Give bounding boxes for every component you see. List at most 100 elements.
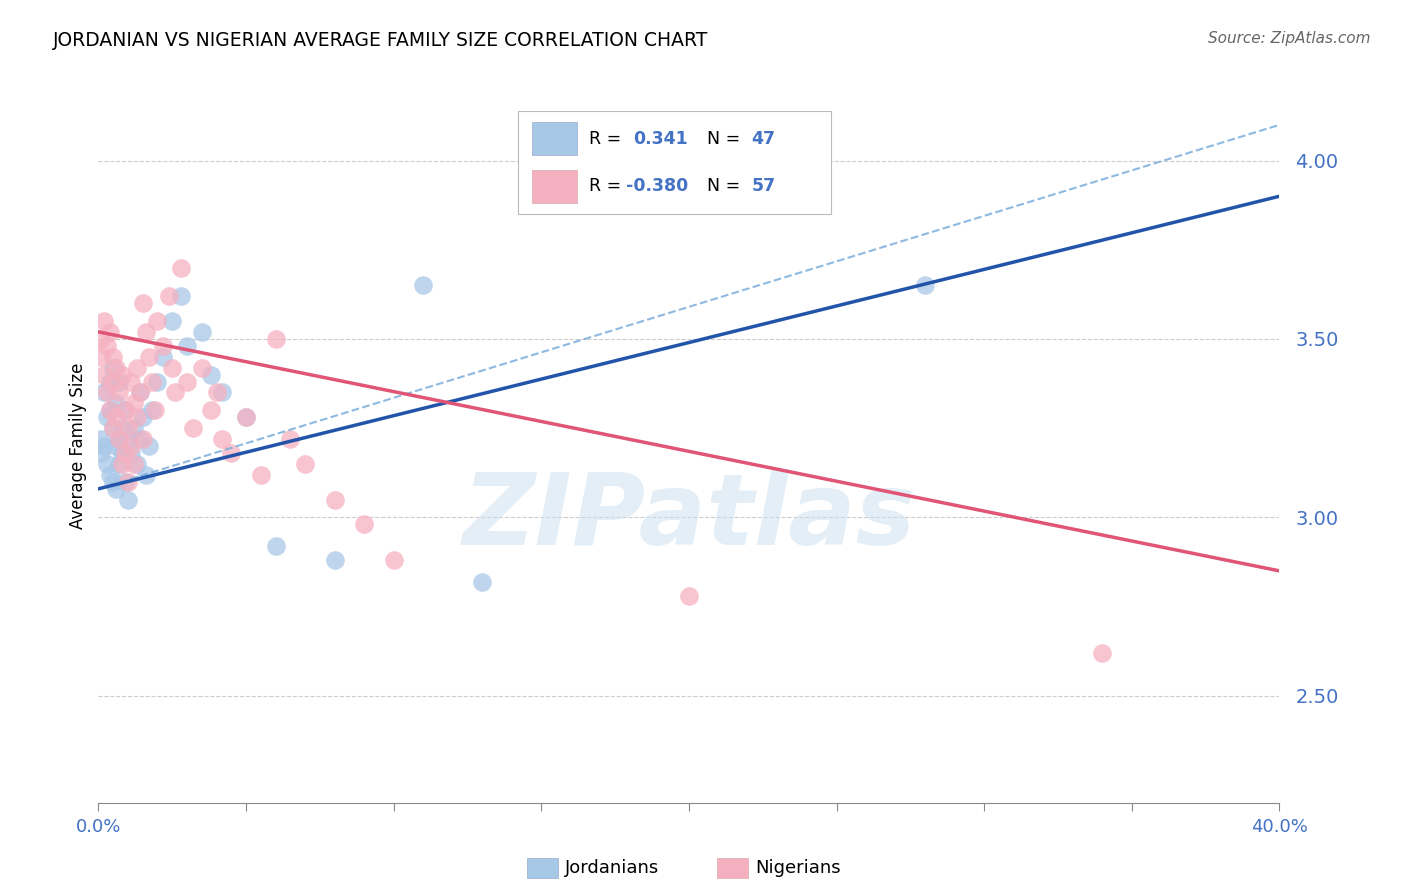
Point (93, 368, 115, 382)
Point (93, 385, 115, 400)
Point (103, 475, 125, 489)
Point (96, 385, 118, 400)
Text: R =: R = (589, 129, 626, 147)
Point (111, 368, 134, 382)
Point (125, 360, 148, 375)
Point (221, 446, 243, 460)
Point (146, 375, 169, 389)
Point (205, 385, 228, 400)
Point (152, 350, 174, 364)
Point (111, 446, 134, 460)
Text: 47: 47 (752, 129, 776, 147)
Point (103, 375, 125, 389)
Text: 57: 57 (752, 178, 776, 195)
Point (108, 375, 131, 389)
Point (170, 289, 193, 303)
Point (111, 421, 134, 435)
Point (90, 332, 112, 346)
Point (132, 432, 155, 446)
Point (211, 432, 233, 446)
Point (162, 360, 183, 375)
Point (211, 385, 233, 400)
Point (353, 517, 375, 532)
Point (143, 403, 166, 417)
Text: N =: N = (707, 178, 745, 195)
Point (114, 475, 136, 489)
Point (132, 410, 155, 425)
Point (96, 339, 118, 353)
Point (132, 296, 155, 310)
Text: Source: ZipAtlas.com: Source: ZipAtlas.com (1208, 31, 1371, 46)
Point (117, 421, 139, 435)
Point (128, 385, 150, 400)
Point (98, 325, 121, 339)
Text: 0.341: 0.341 (634, 129, 688, 147)
Point (165, 385, 187, 400)
Text: ZIPatlas: ZIPatlas (463, 469, 915, 566)
Point (170, 260, 193, 275)
Point (294, 457, 316, 471)
Point (96, 410, 118, 425)
Point (93, 314, 115, 328)
Point (108, 385, 131, 400)
Point (103, 350, 125, 364)
Point (122, 396, 145, 410)
Point (114, 403, 136, 417)
Point (108, 432, 131, 446)
Point (146, 314, 169, 328)
Point (181, 421, 204, 435)
Point (200, 403, 222, 417)
Point (120, 375, 142, 389)
Point (120, 439, 142, 453)
Point (98, 467, 121, 482)
Point (105, 360, 128, 375)
Point (117, 432, 139, 446)
Text: Jordanians: Jordanians (565, 859, 659, 877)
Point (105, 410, 128, 425)
Point (914, 278, 936, 293)
Point (122, 457, 145, 471)
Point (250, 467, 273, 482)
Point (235, 410, 257, 425)
Point (120, 446, 142, 460)
Point (128, 432, 150, 446)
Text: R =: R = (589, 178, 626, 195)
Point (323, 553, 346, 567)
Point (128, 385, 150, 400)
Point (125, 457, 148, 471)
Point (162, 314, 183, 328)
Point (111, 457, 134, 471)
Point (135, 467, 157, 482)
Point (191, 325, 214, 339)
Point (90, 432, 112, 446)
Point (382, 553, 405, 567)
Text: Nigerians: Nigerians (755, 859, 841, 877)
Text: N =: N = (707, 129, 745, 147)
Point (90, 446, 112, 460)
Point (141, 375, 163, 389)
Point (90, 350, 112, 364)
Point (152, 339, 174, 353)
Point (103, 421, 125, 435)
Bar (531, 169, 576, 202)
Point (200, 368, 222, 382)
Point (323, 492, 346, 507)
Text: JORDANIAN VS NIGERIAN AVERAGE FAMILY SIZE CORRELATION CHART: JORDANIAN VS NIGERIAN AVERAGE FAMILY SIZ… (53, 31, 709, 50)
Point (114, 446, 136, 460)
Point (176, 339, 198, 353)
Point (235, 410, 257, 425)
Point (138, 439, 160, 453)
Point (264, 332, 287, 346)
Point (471, 574, 494, 589)
Bar (517, 111, 831, 214)
Point (191, 360, 214, 375)
Point (157, 289, 180, 303)
Point (141, 403, 163, 417)
Point (96, 457, 118, 471)
Point (125, 410, 148, 425)
Point (1091, 646, 1114, 660)
Point (93, 439, 115, 453)
Point (105, 396, 128, 410)
Point (105, 482, 128, 496)
Point (108, 457, 131, 471)
